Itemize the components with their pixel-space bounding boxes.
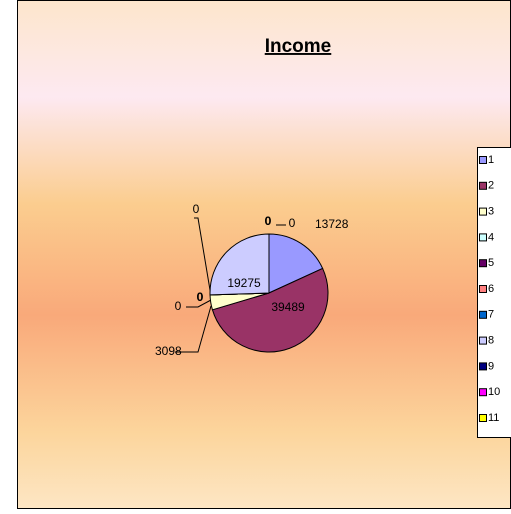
- legend-swatch: [480, 182, 487, 189]
- legend-label: 8: [488, 335, 494, 347]
- legend-label: 7: [488, 309, 494, 321]
- legend-swatch: [480, 234, 487, 241]
- legend-label: 3: [488, 206, 494, 218]
- data-label: 19275: [227, 276, 261, 290]
- data-label: 0: [289, 216, 296, 230]
- legend-swatch: [480, 415, 487, 422]
- data-label: 0: [197, 290, 204, 304]
- data-label: 0: [265, 214, 272, 228]
- data-label: 0: [175, 299, 182, 313]
- legend-swatch: [480, 208, 487, 215]
- data-label: 3098: [155, 344, 182, 358]
- legend-swatch: [480, 157, 487, 164]
- legend-swatch: [480, 363, 487, 370]
- legend-label: 4: [488, 231, 494, 243]
- legend-swatch: [480, 311, 487, 318]
- data-label: 0: [193, 202, 200, 216]
- legend-label: 10: [488, 386, 500, 398]
- legend-label: 1: [488, 154, 494, 166]
- legend-swatch: [480, 260, 487, 267]
- legend-swatch: [480, 389, 487, 396]
- data-label: 13728: [315, 217, 349, 231]
- legend-swatch: [480, 286, 487, 293]
- legend-swatch: [480, 337, 487, 344]
- data-label: 39489: [271, 300, 305, 314]
- legend-label: 2: [488, 180, 494, 192]
- chart-title: Income: [265, 36, 332, 57]
- legend-label: 9: [488, 360, 494, 372]
- legend-label: 11: [488, 412, 499, 424]
- legend-label: 6: [488, 283, 494, 295]
- legend-label: 5: [488, 257, 494, 269]
